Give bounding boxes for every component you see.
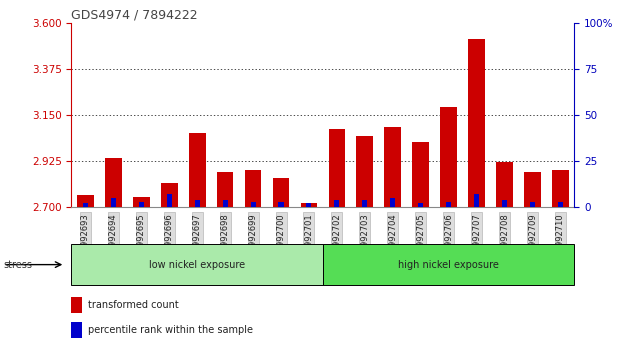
Bar xyxy=(329,129,345,207)
Bar xyxy=(390,198,396,207)
Bar xyxy=(245,170,261,207)
Bar xyxy=(194,200,200,207)
Bar xyxy=(558,201,563,207)
Bar xyxy=(412,142,429,207)
Bar xyxy=(105,158,122,207)
Bar xyxy=(71,322,82,338)
Bar xyxy=(362,200,368,207)
Bar xyxy=(138,201,144,207)
Bar xyxy=(468,39,485,207)
Text: stress: stress xyxy=(3,259,32,270)
Bar xyxy=(189,133,206,207)
FancyBboxPatch shape xyxy=(71,244,323,285)
Text: transformed count: transformed count xyxy=(89,299,179,310)
Bar xyxy=(418,204,424,207)
Text: percentile rank within the sample: percentile rank within the sample xyxy=(89,325,253,335)
FancyBboxPatch shape xyxy=(323,244,574,285)
Bar xyxy=(222,200,228,207)
Bar xyxy=(496,162,513,207)
Bar xyxy=(273,178,289,207)
Bar xyxy=(301,203,317,207)
Bar xyxy=(77,195,94,207)
Bar xyxy=(446,201,451,207)
Bar xyxy=(250,201,256,207)
Bar xyxy=(133,197,150,207)
Bar xyxy=(161,183,178,207)
Bar xyxy=(334,200,340,207)
Bar xyxy=(71,297,82,313)
Bar xyxy=(440,107,457,207)
Bar xyxy=(552,170,569,207)
Bar xyxy=(384,127,401,207)
Text: GDS4974 / 7894222: GDS4974 / 7894222 xyxy=(71,9,198,22)
Text: low nickel exposure: low nickel exposure xyxy=(149,259,245,270)
Bar xyxy=(530,201,535,207)
Bar xyxy=(356,136,373,207)
Bar xyxy=(306,204,312,207)
Text: high nickel exposure: high nickel exposure xyxy=(398,259,499,270)
Bar xyxy=(166,194,172,207)
Bar xyxy=(217,172,233,207)
Bar xyxy=(278,201,284,207)
Bar xyxy=(111,198,116,207)
Bar xyxy=(502,200,507,207)
Bar xyxy=(524,172,541,207)
Bar xyxy=(474,194,479,207)
Bar xyxy=(83,204,88,207)
